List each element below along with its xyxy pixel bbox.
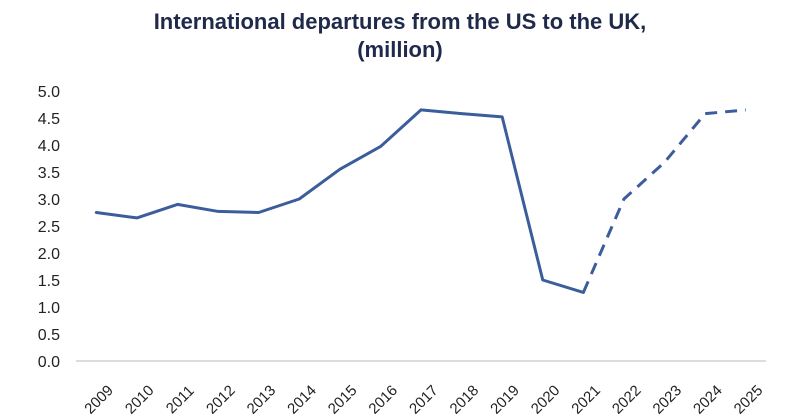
series-line-forecast xyxy=(581,108,746,294)
x-tick-label: 2012 xyxy=(203,382,239,418)
x-tick-label: 2022 xyxy=(609,382,645,418)
y-tick-label: 4.0 xyxy=(38,138,60,155)
y-tick-label: 0.0 xyxy=(38,354,60,371)
chart-title-line-2: (million) xyxy=(357,37,443,62)
x-tick-label: 2024 xyxy=(690,382,726,418)
y-tick-label: 2.5 xyxy=(38,219,60,236)
x-tick-label: 2016 xyxy=(365,382,401,418)
y-tick-label: 1.0 xyxy=(38,300,60,317)
y-tick-label: 0.5 xyxy=(38,327,60,344)
x-tick-label: 2017 xyxy=(406,382,442,418)
x-tick-label: 2015 xyxy=(325,382,361,418)
x-tick-label: 2025 xyxy=(731,382,767,418)
y-tick-label: 1.5 xyxy=(38,273,60,290)
y-tick-label: 3.5 xyxy=(38,165,60,182)
x-tick-label: 2020 xyxy=(528,382,564,418)
chart-title-line-1: International departures from the US to … xyxy=(153,9,647,34)
y-tick-label: 5.0 xyxy=(38,84,60,101)
chart-title: International departures from the US to … xyxy=(0,8,800,64)
x-tick-label: 2023 xyxy=(650,382,686,418)
series-line-actual xyxy=(94,108,585,294)
x-tick-label: 2014 xyxy=(284,382,320,418)
x-tick-label: 2019 xyxy=(487,382,523,418)
x-tick-label: 2013 xyxy=(244,382,280,418)
y-tick-label: 2.0 xyxy=(38,246,60,263)
x-tick-label: 2009 xyxy=(81,382,117,418)
x-tick-label: 2021 xyxy=(568,382,604,418)
y-tick-label: 4.5 xyxy=(38,111,60,128)
x-tick-label: 2011 xyxy=(163,382,198,417)
x-tick-label: 2018 xyxy=(447,382,483,418)
y-tick-label: 3.0 xyxy=(38,192,60,209)
x-tick-label: 2010 xyxy=(122,382,158,418)
